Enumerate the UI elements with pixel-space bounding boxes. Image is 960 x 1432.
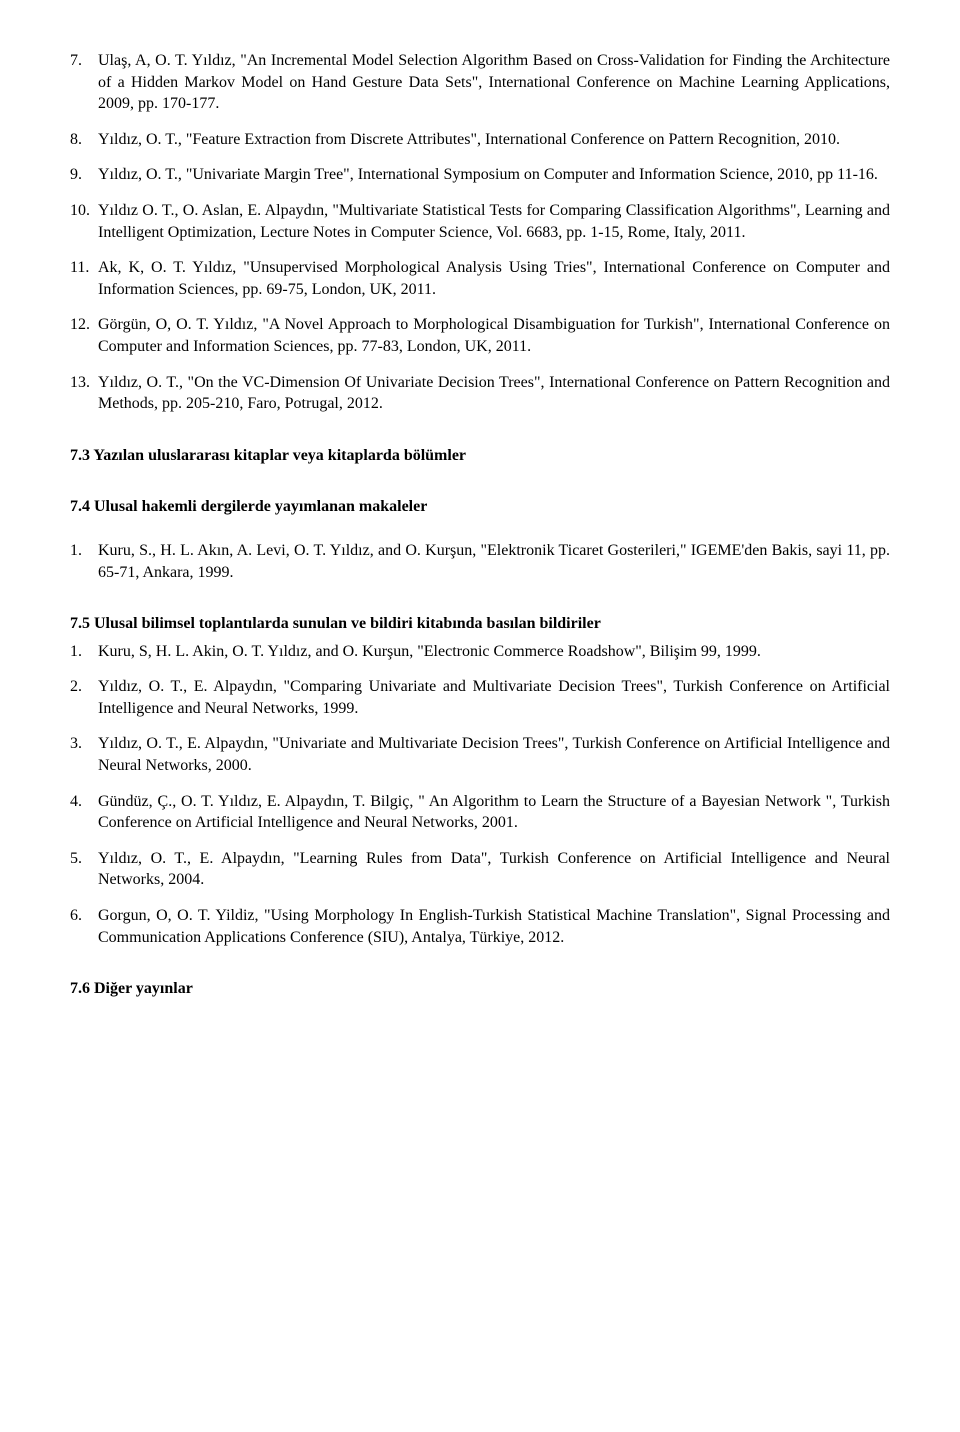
item-text: Yıldız, O. T., "On the VC-Dimension Of U… [98,372,890,415]
publications-list-b: 1.Kuru, S., H. L. Akın, A. Levi, O. T. Y… [70,540,890,583]
item-number: 11. [70,257,98,300]
item-number: 2. [70,676,98,719]
item-number: 1. [70,641,98,663]
item-number: 4. [70,791,98,834]
item-number: 3. [70,733,98,776]
section-heading-7-3: 7.3 Yazılan uluslararası kitaplar veya k… [70,445,890,467]
item-text: Yıldız O. T., O. Aslan, E. Alpaydın, "Mu… [98,200,890,243]
item-number: 9. [70,164,98,186]
item-text: Kuru, S., H. L. Akın, A. Levi, O. T. Yıl… [98,540,890,583]
item-number: 5. [70,848,98,891]
list-item: 13.Yıldız, O. T., "On the VC-Dimension O… [70,372,890,415]
item-text: Kuru, S, H. L. Akin, O. T. Yıldız, and O… [98,641,890,663]
item-number: 1. [70,540,98,583]
list-item: 10.Yıldız O. T., O. Aslan, E. Alpaydın, … [70,200,890,243]
item-number: 12. [70,314,98,357]
item-text: Ulaş, A, O. T. Yıldız, "An Incremental M… [98,50,890,115]
item-number: 8. [70,129,98,151]
publications-list-a: 7.Ulaş, A, O. T. Yıldız, "An Incremental… [70,50,890,415]
item-text: Yıldız, O. T., "Univariate Margin Tree",… [98,164,890,186]
item-text: Yıldız, O. T., "Feature Extraction from … [98,129,890,151]
list-item: 1.Kuru, S, H. L. Akin, O. T. Yıldız, and… [70,641,890,663]
section-heading-7-6: 7.6 Diğer yayınlar [70,978,890,1000]
item-text: Yıldız, O. T., E. Alpaydın, "Comparing U… [98,676,890,719]
list-item: 8.Yıldız, O. T., "Feature Extraction fro… [70,129,890,151]
item-text: Gündüz, Ç., O. T. Yıldız, E. Alpaydın, T… [98,791,890,834]
list-item: 2.Yıldız, O. T., E. Alpaydın, "Comparing… [70,676,890,719]
item-text: Yıldız, O. T., E. Alpaydın, "Univariate … [98,733,890,776]
list-item: 5.Yıldız, O. T., E. Alpaydın, "Learning … [70,848,890,891]
list-item: 6.Gorgun, O, O. T. Yildiz, "Using Morpho… [70,905,890,948]
item-number: 6. [70,905,98,948]
section-heading-7-5: 7.5 Ulusal bilimsel toplantılarda sunula… [70,613,890,635]
list-item: 1.Kuru, S., H. L. Akın, A. Levi, O. T. Y… [70,540,890,583]
list-item: 9.Yıldız, O. T., "Univariate Margin Tree… [70,164,890,186]
item-number: 7. [70,50,98,115]
item-number: 10. [70,200,98,243]
item-text: Ak, K, O. T. Yıldız, "Unsupervised Morph… [98,257,890,300]
publications-list-c: 1.Kuru, S, H. L. Akin, O. T. Yıldız, and… [70,641,890,949]
section-heading-7-4: 7.4 Ulusal hakemli dergilerde yayımlanan… [70,496,890,518]
list-item: 12.Görgün, O, O. T. Yıldız, "A Novel App… [70,314,890,357]
list-item: 4.Gündüz, Ç., O. T. Yıldız, E. Alpaydın,… [70,791,890,834]
item-number: 13. [70,372,98,415]
item-text: Görgün, O, O. T. Yıldız, "A Novel Approa… [98,314,890,357]
item-text: Yıldız, O. T., E. Alpaydın, "Learning Ru… [98,848,890,891]
list-item: 3.Yıldız, O. T., E. Alpaydın, "Univariat… [70,733,890,776]
list-item: 7.Ulaş, A, O. T. Yıldız, "An Incremental… [70,50,890,115]
list-item: 11.Ak, K, O. T. Yıldız, "Unsupervised Mo… [70,257,890,300]
item-text: Gorgun, O, O. T. Yildiz, "Using Morpholo… [98,905,890,948]
